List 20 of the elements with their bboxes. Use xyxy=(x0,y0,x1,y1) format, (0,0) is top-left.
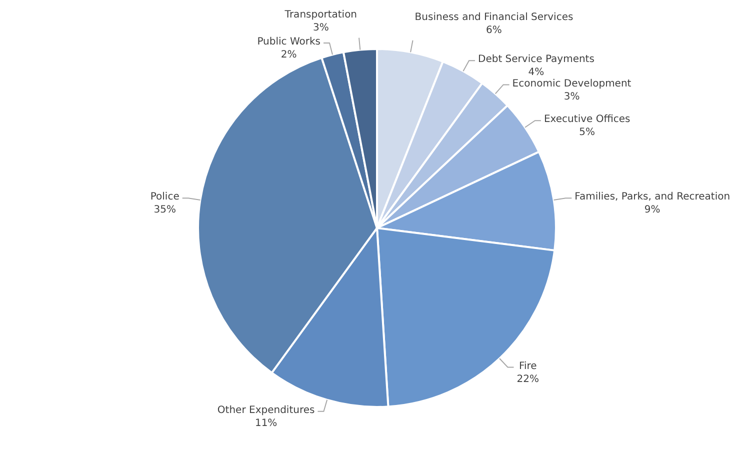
slice-label: Police xyxy=(150,192,180,203)
slice-label: Other Expenditures xyxy=(217,405,315,416)
slice-label: Business and Financial Services xyxy=(414,12,574,23)
data-label: 3% xyxy=(564,91,580,102)
slice-label: Fire xyxy=(518,360,537,372)
slice-label: Executive Offices xyxy=(544,114,630,126)
data-label: 22% xyxy=(516,374,539,385)
data-label: 2% xyxy=(280,50,297,61)
slice-label: Debt Service Payments xyxy=(478,54,594,66)
data-label: 4% xyxy=(528,67,544,78)
slice-label: Families, Parks, and Recreation xyxy=(574,192,730,203)
data-label: 9% xyxy=(644,204,660,216)
slice-label: Public Works xyxy=(257,36,321,48)
data-label: 5% xyxy=(579,127,596,138)
data-label: 3% xyxy=(312,22,329,34)
data-label: 11% xyxy=(254,418,278,430)
slice-label: Economic Development xyxy=(512,78,632,90)
slice-label: Transportation xyxy=(284,9,358,20)
data-label: 35% xyxy=(154,204,176,216)
data-label: 6% xyxy=(486,24,502,36)
